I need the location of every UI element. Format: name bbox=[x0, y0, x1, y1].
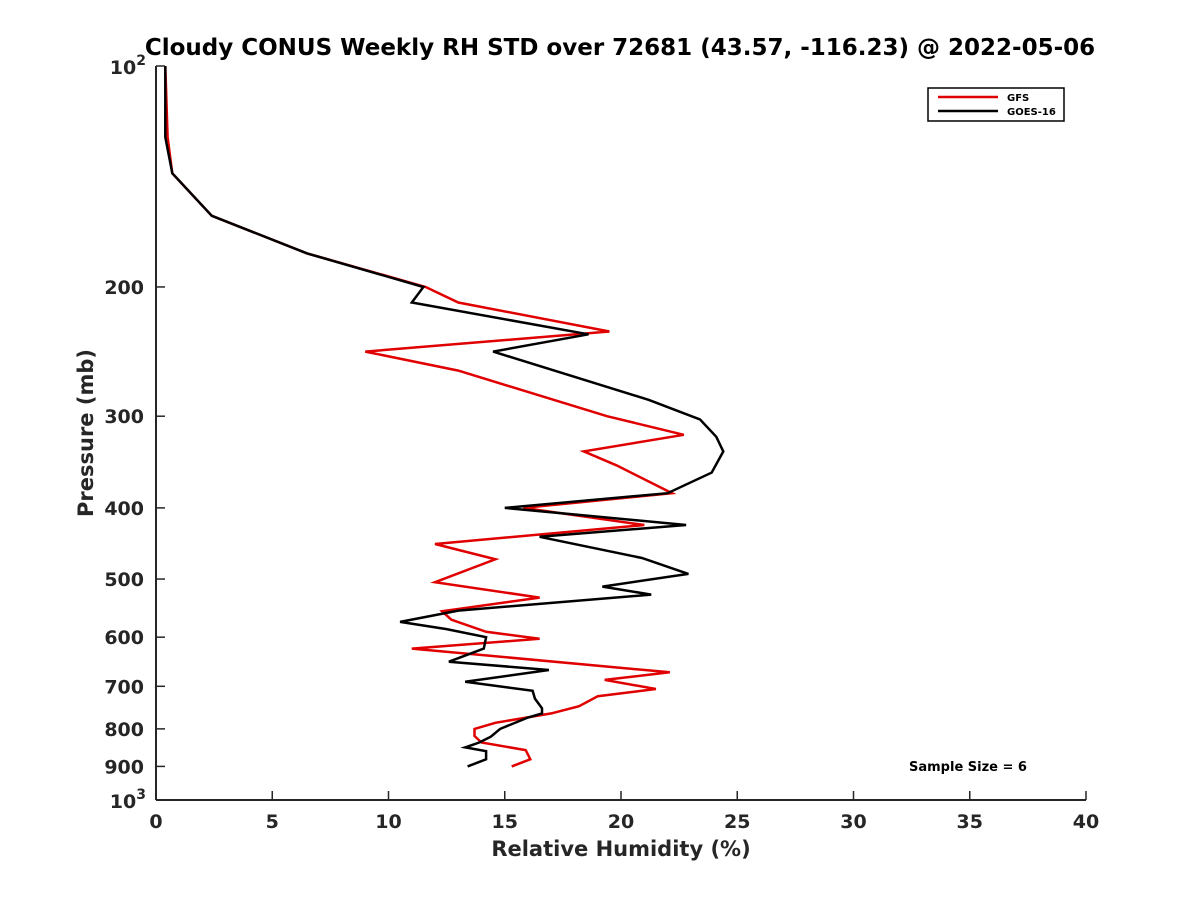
x-tick-label: 10 bbox=[375, 811, 401, 833]
y-tick-label: 900 bbox=[104, 756, 144, 778]
chart-title: Cloudy CONUS Weekly RH STD over 72681 (4… bbox=[145, 35, 1095, 61]
legend-label-gfs: GFS bbox=[1007, 93, 1029, 104]
y-decade-tick-label: 102 bbox=[110, 53, 146, 79]
legend-label-goes-16: GOES-16 bbox=[1007, 107, 1056, 118]
y-tick-label: 800 bbox=[104, 719, 144, 741]
x-tick-label: 0 bbox=[149, 811, 162, 833]
x-tick-label: 5 bbox=[266, 811, 279, 833]
series-line-gfs bbox=[164, 65, 685, 768]
x-tick-label: 35 bbox=[957, 811, 983, 833]
x-axis-label: Relative Humidity (%) bbox=[491, 837, 750, 861]
y-tick-label: 300 bbox=[104, 406, 144, 428]
x-tick-label: 25 bbox=[724, 811, 750, 833]
y-tick-label: 600 bbox=[104, 627, 144, 649]
y-axis-ticks: 200 300 400 500 600 700 800 900 102 103 bbox=[104, 53, 165, 813]
legend: GFS GOES-16 bbox=[927, 87, 1065, 122]
y-tick-label: 500 bbox=[104, 569, 144, 591]
series-line-goes-16 bbox=[164, 66, 725, 768]
y-tick-label: 400 bbox=[104, 498, 144, 520]
y-axis-label: Pressure (mb) bbox=[74, 349, 98, 517]
x-tick-label: 20 bbox=[608, 811, 634, 833]
y-decade-tick-label: 103 bbox=[110, 787, 146, 813]
x-tick-label: 30 bbox=[840, 811, 866, 833]
x-tick-label: 40 bbox=[1073, 811, 1099, 833]
series-layer bbox=[164, 65, 725, 768]
y-tick-label: 200 bbox=[104, 277, 144, 299]
sample-size-annotation: Sample Size = 6 bbox=[909, 760, 1027, 775]
y-tick-label: 700 bbox=[104, 676, 144, 698]
x-axis-ticks: 0 5 10 15 20 25 30 35 40 bbox=[149, 791, 1099, 833]
x-tick-label: 15 bbox=[492, 811, 518, 833]
legend-box bbox=[927, 87, 1065, 122]
